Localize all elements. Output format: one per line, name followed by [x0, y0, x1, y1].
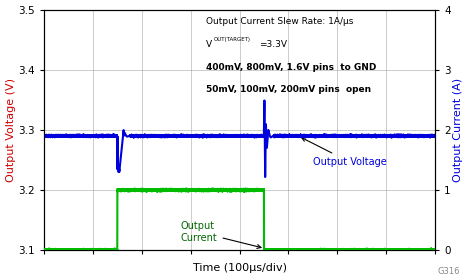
Y-axis label: Output Current (A): Output Current (A) [454, 78, 463, 182]
Y-axis label: Output Voltage (V): Output Voltage (V) [6, 78, 15, 182]
Text: G316: G316 [437, 267, 460, 276]
X-axis label: Time (100μs/div): Time (100μs/div) [192, 263, 287, 273]
Text: 400mV, 800mV, 1.6V pins  to GND: 400mV, 800mV, 1.6V pins to GND [206, 62, 377, 71]
Text: Output Current Slew Rate: 1A/μs: Output Current Slew Rate: 1A/μs [206, 17, 354, 26]
Text: V: V [206, 40, 212, 49]
Text: 50mV, 100mV, 200mV pins  open: 50mV, 100mV, 200mV pins open [206, 85, 371, 94]
Text: OUT(TARGET): OUT(TARGET) [214, 37, 251, 42]
Text: =3.3V: =3.3V [259, 40, 287, 49]
Text: Output
Current: Output Current [181, 221, 261, 248]
Text: Output Voltage: Output Voltage [302, 138, 386, 167]
